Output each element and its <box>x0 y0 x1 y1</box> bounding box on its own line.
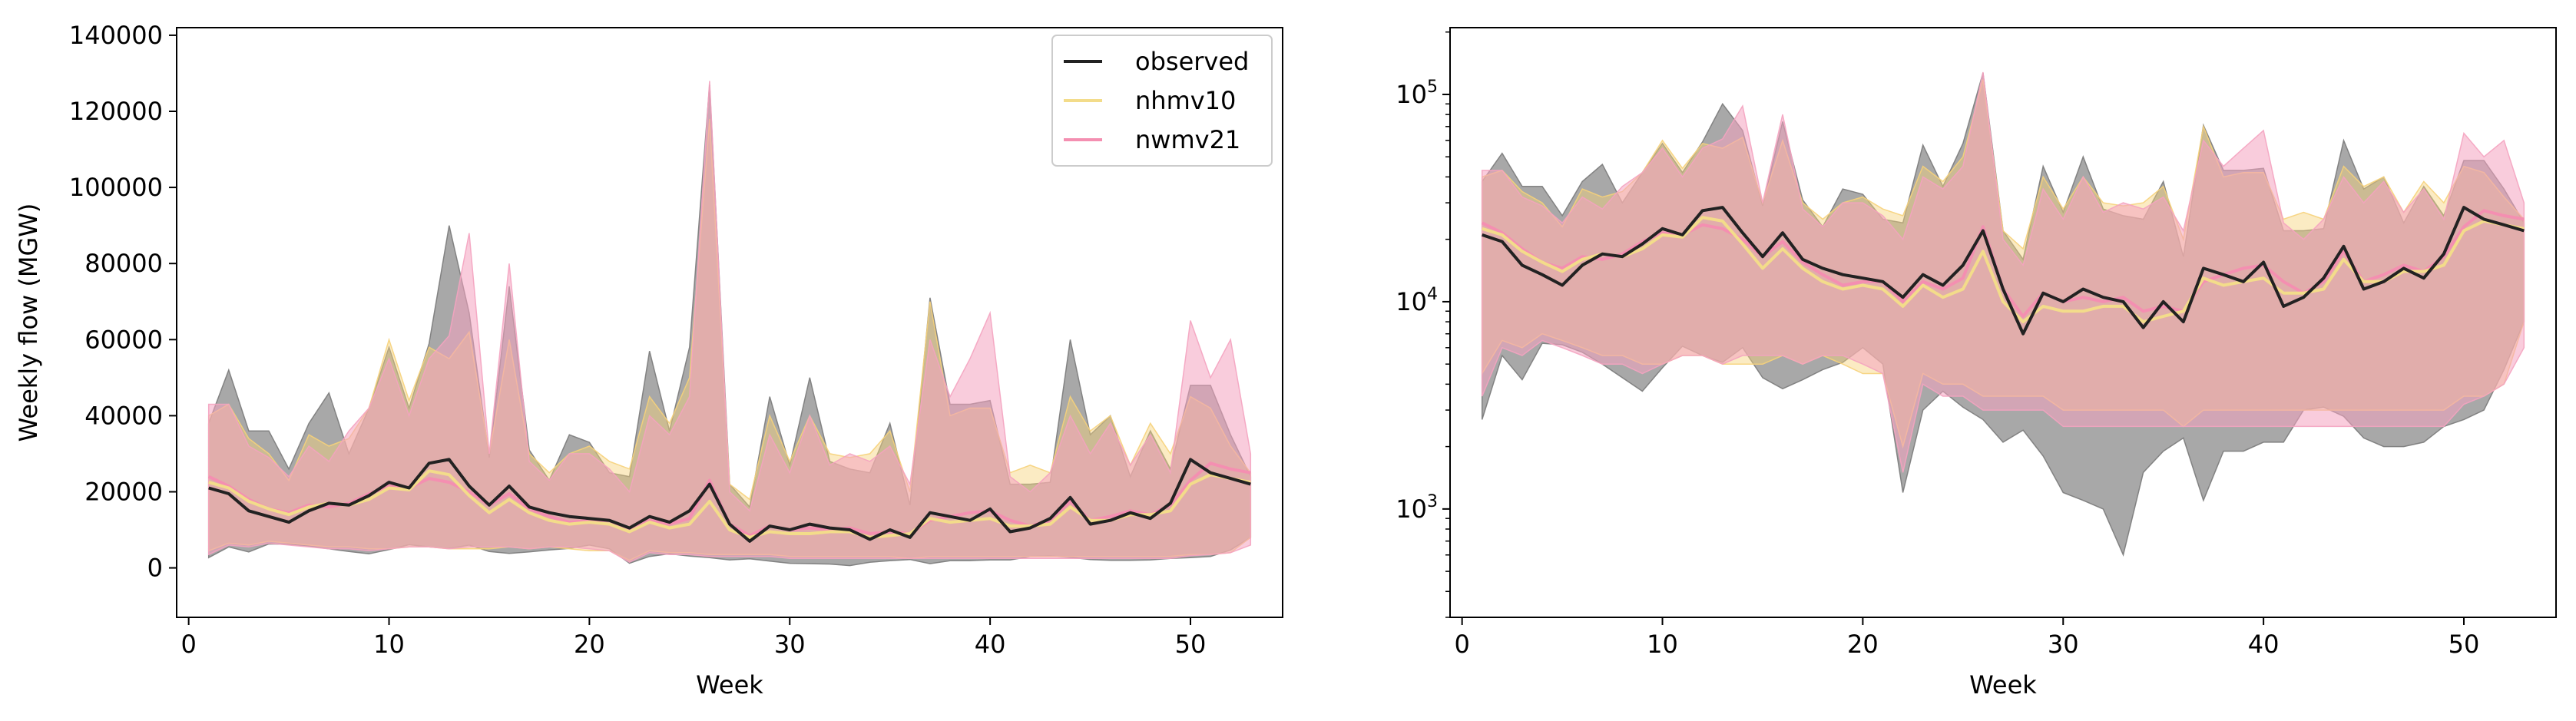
right-median-lines <box>1481 206 2525 336</box>
legend-label-nhmv10: nhmv10 <box>1135 86 1236 115</box>
legend-label-observed: observed <box>1135 47 1249 76</box>
right-chart-panel: 103 104 105 0 10 20 30 40 50 Week <box>1396 27 2557 700</box>
right-x-axis-label: Week <box>1969 670 2037 700</box>
right-x-axis-ticks: 0 10 20 30 40 50 <box>1454 617 2479 659</box>
left-y-tick-label: 20000 <box>84 477 163 506</box>
left-median-lines <box>207 458 1251 543</box>
left-x-axis-ticks: 0 10 20 30 40 50 <box>180 617 1206 659</box>
left-y-tick-label: 120000 <box>69 97 163 126</box>
right-line-nhmv10 <box>1482 216 2525 324</box>
legend-item-nwmv21: nwmv21 <box>1064 125 1240 154</box>
right-y-tick-label: 103 <box>1396 492 1438 524</box>
left-x-tick-label: 10 <box>373 630 405 659</box>
right-y-axis-ticks: 103 104 105 <box>1396 31 1450 618</box>
left-y-tick-label: 80000 <box>84 249 163 278</box>
left-x-tick-label: 20 <box>574 630 605 659</box>
right-fill-bands <box>1481 71 2525 557</box>
left-x-tick-label: 0 <box>180 630 196 659</box>
right-x-tick-label: 20 <box>1847 630 1879 659</box>
right-x-tick-label: 10 <box>1647 630 1678 659</box>
right-plot-frame <box>1449 27 2557 618</box>
right-x-tick-label: 50 <box>2449 630 2480 659</box>
left-plot-frame <box>176 27 1283 618</box>
left-line-nhmv10 <box>208 469 1251 539</box>
left-y-tick-label: 140000 <box>69 21 163 50</box>
right-x-tick-label: 30 <box>2048 630 2079 659</box>
right-line-observed <box>1482 206 2525 336</box>
legend-item-nhmv10: nhmv10 <box>1064 86 1236 115</box>
left-y-tick-label: 40000 <box>84 401 163 430</box>
left-x-axis-label: Week <box>696 670 763 700</box>
left-y-tick-label: 100000 <box>69 173 163 202</box>
left-x-tick-label: 40 <box>975 630 1006 659</box>
left-band-nwmv21 <box>207 81 1252 564</box>
right-x-tick-label: 0 <box>1454 630 1469 659</box>
left-chart-panel: 020000400006000080000100000120000140000 … <box>14 21 1283 700</box>
left-y-tick-label: 0 <box>147 554 163 583</box>
legend-label-nwmv21: nwmv21 <box>1135 125 1240 154</box>
left-y-axis-ticks: 0 20000 40000 60000 80000 100000 120000 140000 <box>69 21 177 583</box>
left-line-observed <box>208 458 1251 543</box>
legend-item-observed: observed <box>1064 47 1249 76</box>
left-y-tick-label: 60000 <box>84 325 163 354</box>
left-y-axis-label: Weekly flow (MGW) <box>14 203 43 442</box>
right-band-nwmv21 <box>1481 71 2525 473</box>
right-x-tick-label: 40 <box>2248 630 2280 659</box>
right-y-tick-label: 104 <box>1396 285 1438 316</box>
left-fill-bands <box>207 81 1252 567</box>
right-y-tick-label: 105 <box>1396 78 1438 109</box>
left-x-tick-label: 50 <box>1175 630 1207 659</box>
legend: observed nhmv10 nwmv21 <box>1051 35 1273 167</box>
legend-box <box>1051 35 1273 167</box>
left-x-tick-label: 30 <box>774 630 806 659</box>
